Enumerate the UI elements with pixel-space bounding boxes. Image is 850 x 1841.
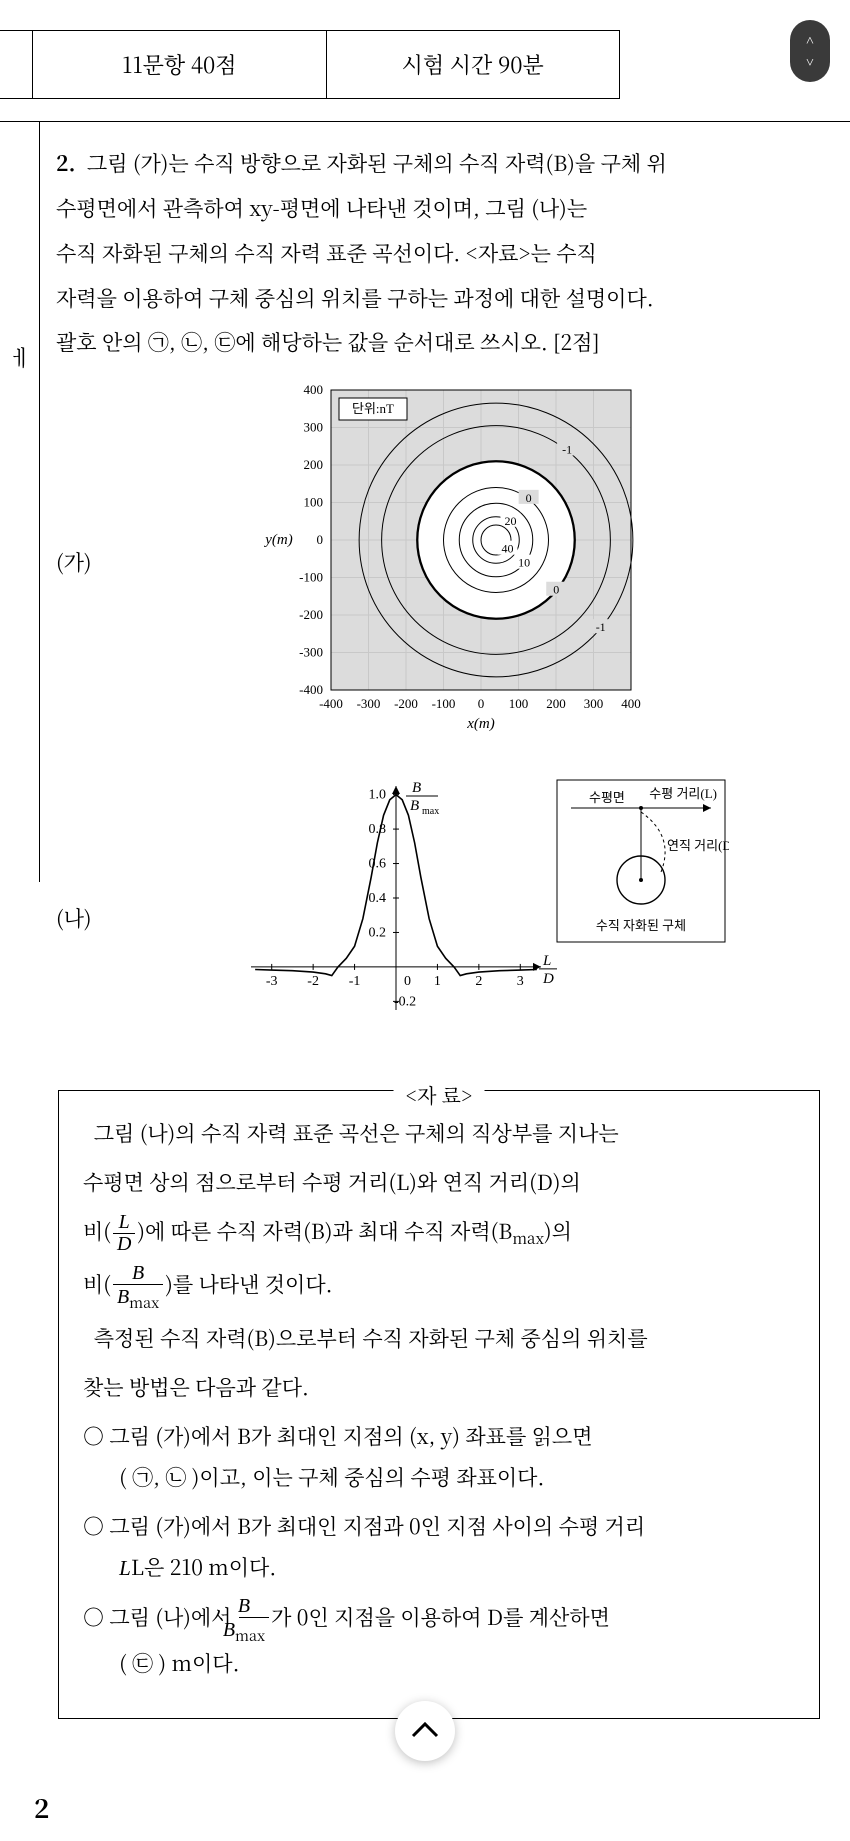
figure-a: -1-100102040단위:nT-400-400-300-300-200-20… [116, 376, 822, 748]
svg-text:300: 300 [584, 696, 604, 711]
svg-text:0: 0 [526, 491, 532, 505]
info-steps-list: ○ 그림 (가)에서 B가 최대인 지점의 (x, y) 좌표를 읽으면 ( ㉠… [83, 1416, 795, 1685]
svg-text:20: 20 [504, 514, 516, 528]
header-items: 11문항 40점 [32, 31, 326, 98]
svg-text:200: 200 [304, 457, 324, 472]
header-stub [0, 31, 32, 98]
exam-header: 11문항 40점 시험 시간 90분 [0, 30, 620, 99]
info-box: <자 료> 그림 (나)의 수직 자력 표준 곡선은 구체의 직상부를 지나는 … [58, 1090, 820, 1719]
question-line-2: 수평면에서 관측하여 xy-평면에 나타낸 것이며, 그림 (나)는 [56, 189, 822, 228]
svg-text:300: 300 [304, 420, 324, 435]
svg-text:-1: -1 [349, 974, 361, 989]
collapse-button[interactable] [395, 1701, 455, 1761]
question-block: 2. 그림 (가)는 수직 방향으로 자화된 구체의 수직 자력(B)을 구체 … [52, 122, 850, 1767]
figure-a-label: (가) [56, 543, 116, 582]
info-p1-line2: 수평면 상의 점으로부터 수평 거리(L)와 연직 거리(D)의 [83, 1162, 795, 1203]
svg-text:-100: -100 [299, 570, 323, 585]
question-line-4: 자력을 이용하여 구체 중심의 위치를 구하는 과정에 대한 설명이다. [56, 279, 822, 318]
question-number: 2. [56, 148, 76, 178]
svg-text:수평 거리(L): 수평 거리(L) [649, 786, 717, 801]
svg-text:0: 0 [478, 696, 485, 711]
header-time: 시험 시간 90분 [326, 31, 620, 98]
svg-text:L: L [542, 953, 551, 969]
figure-b: -3-2-1123-0.20.20.40.60.81.00BBmaxLD수평면수… [116, 772, 822, 1064]
svg-text:-200: -200 [299, 607, 323, 622]
svg-text:0.6: 0.6 [369, 857, 387, 872]
info-p1-line1: 그림 (나)의 수직 자력 표준 곡선은 구체의 직상부를 지나는 [83, 1113, 795, 1154]
svg-text:0.4: 0.4 [369, 891, 387, 906]
info-p2-line2: 찾는 방법은 다음과 같다. [83, 1367, 795, 1408]
question-line-3: 수직 자화된 구체의 수직 자력 표준 곡선이다. <자료>는 수직 [56, 234, 822, 273]
svg-text:-400: -400 [319, 696, 343, 711]
svg-text:-1: -1 [562, 443, 572, 457]
svg-text:-0.2: -0.2 [394, 994, 416, 1009]
svg-text:0: 0 [317, 532, 324, 547]
figure-a-row: (가) -1-100102040단위:nT-400-400-300-300-20… [56, 376, 822, 748]
info-p1-line4: 비(BBmax)를 나타낸 것이다. [83, 1263, 795, 1310]
svg-text:수평면: 수평면 [589, 790, 625, 805]
svg-text:0.2: 0.2 [369, 926, 387, 941]
question-line-5: 괄호 안의 ㉠, ㉡, ㉢에 해당하는 값을 순서대로 쓰시오. [2점] [56, 323, 822, 362]
svg-text:-400: -400 [299, 682, 323, 697]
svg-text:-300: -300 [357, 696, 381, 711]
nav-up-icon[interactable]: ˄ [806, 29, 814, 51]
contour-chart: -1-100102040단위:nT-400-400-300-300-200-20… [249, 376, 689, 736]
svg-text:B: B [410, 798, 419, 814]
svg-text:x(m): x(m) [466, 716, 494, 732]
svg-text:y(m): y(m) [263, 532, 292, 548]
chevron-up-icon [411, 1722, 439, 1740]
svg-text:연직 거리(D): 연직 거리(D) [667, 838, 729, 853]
svg-text:40: 40 [501, 542, 513, 556]
svg-text:100: 100 [509, 696, 529, 711]
svg-text:0.8: 0.8 [369, 822, 387, 837]
figure-b-row: (나) -3 -2 -1 1 2 3 -0.2 0.2 0.4 0.6 0.8 1.0 0 BBmax LD… [56, 772, 822, 1064]
svg-text:200: 200 [546, 696, 566, 711]
info-p2-line1: 측정된 수직 자력(B)으로부터 수직 자화된 구체 중심의 위치를 [83, 1318, 795, 1359]
svg-text:수직 자화된 구체: 수직 자화된 구체 [596, 918, 686, 933]
left-margin-mark: ㅔ [10, 342, 31, 373]
svg-text:3: 3 [517, 974, 524, 989]
curve-and-diagram: -3-2-1123-0.20.20.40.60.81.00BBmaxLD수평면수… [209, 772, 729, 1052]
svg-text:0: 0 [553, 583, 559, 597]
question-line-1: 2. 그림 (가)는 수직 방향으로 자화된 구체의 수직 자력(B)을 구체 … [56, 144, 822, 183]
info-p1-line3: 비(LD)에 따른 수직 자력(B)과 최대 수직 자력(Bmax)의 [83, 1211, 795, 1255]
svg-text:단위:nT: 단위:nT [352, 401, 394, 416]
svg-text:400: 400 [621, 696, 641, 711]
info-box-title: <자 료> [394, 1075, 485, 1114]
svg-text:-100: -100 [432, 696, 456, 711]
svg-text:-200: -200 [394, 696, 418, 711]
page-nav-floater[interactable]: ˄ ˅ [790, 20, 830, 82]
svg-text:max: max [422, 806, 439, 817]
svg-text:-2: -2 [307, 974, 319, 989]
svg-text:-3: -3 [266, 974, 278, 989]
svg-text:400: 400 [304, 382, 324, 397]
svg-text:1.0: 1.0 [369, 788, 387, 803]
page-body: ㅔ 2. 그림 (가)는 수직 방향으로 자화된 구체의 수직 자력(B)을 구… [0, 121, 850, 1767]
svg-text:10: 10 [518, 556, 530, 570]
info-step-1: ○ 그림 (가)에서 B가 최대인 지점의 (x, y) 좌표를 읽으면 ( ㉠… [83, 1416, 795, 1498]
svg-text:2: 2 [475, 974, 482, 989]
left-margin-rule: ㅔ [0, 122, 40, 882]
svg-text:B: B [412, 780, 421, 796]
svg-text:1: 1 [434, 974, 441, 989]
info-step-3: ○ 그림 (나)에서 BBmax가 0인 지점을 이용하여 D를 계산하면 ( … [83, 1596, 795, 1684]
info-step-2: ○ 그림 (가)에서 B가 최대인 지점과 0인 지점 사이의 수평 거리 LL… [83, 1506, 795, 1589]
svg-text:D: D [542, 971, 554, 987]
figure-b-label: (나) [56, 899, 116, 938]
svg-text:100: 100 [304, 495, 324, 510]
svg-text:-300: -300 [299, 645, 323, 660]
page-bottom-fragment: 2 [0, 1767, 850, 1834]
nav-down-icon[interactable]: ˅ [806, 51, 814, 73]
svg-text:-1: -1 [596, 620, 606, 634]
svg-text:0: 0 [404, 974, 411, 989]
